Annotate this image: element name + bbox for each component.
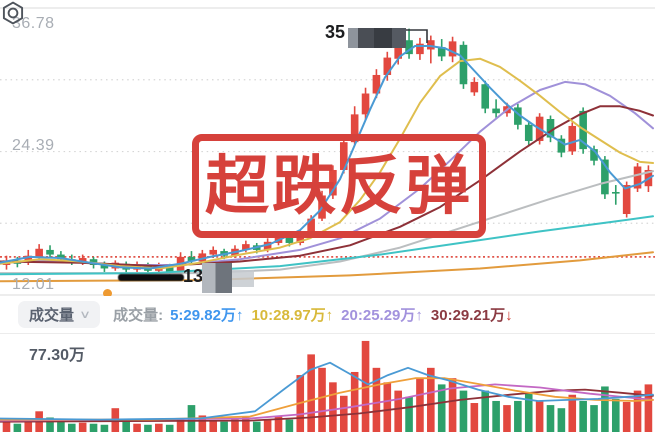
- low-price-annotation: 13: [183, 266, 204, 286]
- censored-black-bar: [118, 274, 184, 281]
- chevron-down-icon: ∨: [79, 309, 92, 321]
- peak-price-annotation: 35: [325, 22, 346, 42]
- price-axis-label-top: 36.78: [12, 15, 55, 32]
- volume-ma-values: 5:29.82万↑ 10:28.97万↑ 20:25.29万↑ 30:29.21万↓: [170, 304, 513, 325]
- volume-axis-label: 77.30万: [29, 347, 86, 364]
- price-axis-label-bottom: 12.01: [12, 276, 55, 293]
- censored-mosaic-low: [202, 263, 232, 293]
- indicator-selector-label: 成交量: [29, 307, 75, 324]
- censored-mosaic-low-2: [232, 270, 254, 287]
- censored-mosaic-peak: [348, 28, 406, 48]
- indicator-settings-icon[interactable]: [0, 0, 26, 26]
- stamp-text: 超跌反弹: [205, 150, 473, 222]
- event-marker-dot: [103, 289, 112, 298]
- indicator-selector[interactable]: 成交量 ∨: [18, 301, 101, 328]
- oversold-rebound-stamp: 超跌反弹: [192, 134, 486, 238]
- volume-ma-value: 20:25.29万↑: [341, 307, 423, 324]
- indicator-bar: 成交量 ∨ 成交量: 5:29.82万↑ 10:28.97万↑ 20:25.29万↑…: [0, 296, 655, 334]
- price-axis-label-mid: 24.39: [12, 137, 55, 154]
- volume-ma-value: 30:29.21万↓: [430, 307, 513, 324]
- volume-series-label: 成交量:: [113, 307, 164, 324]
- volume-ma-value: 10:28.97万↑: [251, 307, 334, 324]
- volume-ma-value: 5:29.82万↑: [170, 307, 244, 324]
